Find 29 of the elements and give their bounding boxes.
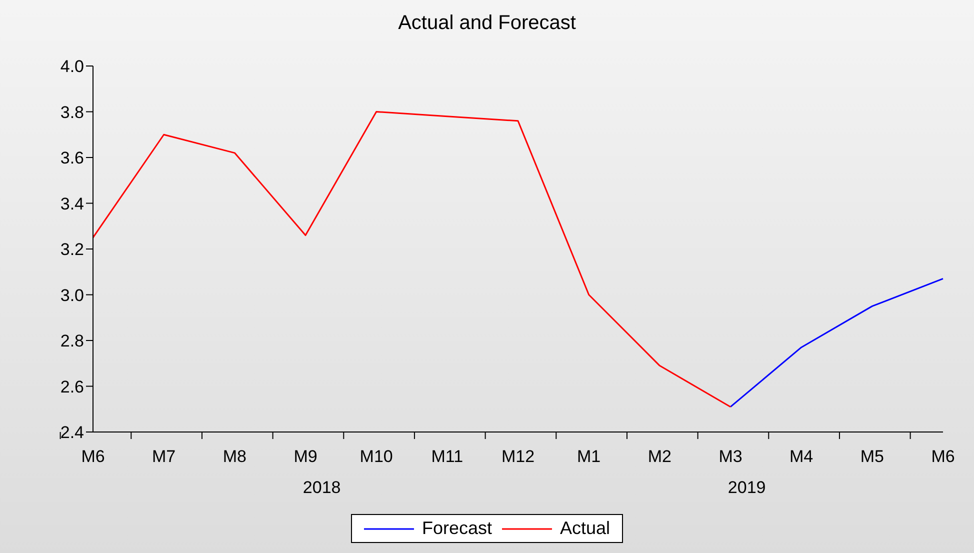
- y-tick-label: 2.8: [60, 332, 84, 351]
- text: 2018: [302, 478, 342, 498]
- x-tick-label: M8: [222, 447, 246, 466]
- x-tick-label: M9: [294, 447, 318, 466]
- x-tick-label: M2: [648, 447, 672, 466]
- x-tick-label: M10: [360, 447, 393, 466]
- x-tick-label: M4: [790, 447, 814, 466]
- x-tick-label: M12: [501, 447, 535, 466]
- x-tick-label: M6: [931, 447, 955, 466]
- text: 2019: [726, 478, 767, 498]
- x-tick-label: M11: [431, 447, 464, 466]
- line-series: [92, 111, 732, 408]
- legend-label: Actual: [560, 518, 610, 539]
- y-tick-label: 3.6: [60, 148, 84, 168]
- x-tick-label: M7: [152, 447, 176, 466]
- x-tick-label: M6: [81, 447, 105, 466]
- x-tick-label: M3: [718, 447, 742, 466]
- y-tick-label: 2.6: [60, 377, 84, 396]
- y-tick-label: 3.2: [60, 240, 84, 260]
- chart-title: Actual and Forecast: [397, 12, 577, 35]
- legend-label: Forecast: [422, 518, 492, 539]
- x-tick-label: M1: [577, 447, 601, 466]
- line-series: [730, 278, 944, 408]
- y-tick-label: 3.0: [60, 286, 84, 305]
- y-tick-label: 3.4: [60, 194, 84, 214]
- y-tick-label: 4.0: [60, 57, 84, 76]
- y-tick-label: 3.8: [60, 102, 84, 122]
- y-tick-label: 2.4: [60, 423, 84, 442]
- x-tick-label: M5: [860, 447, 884, 466]
